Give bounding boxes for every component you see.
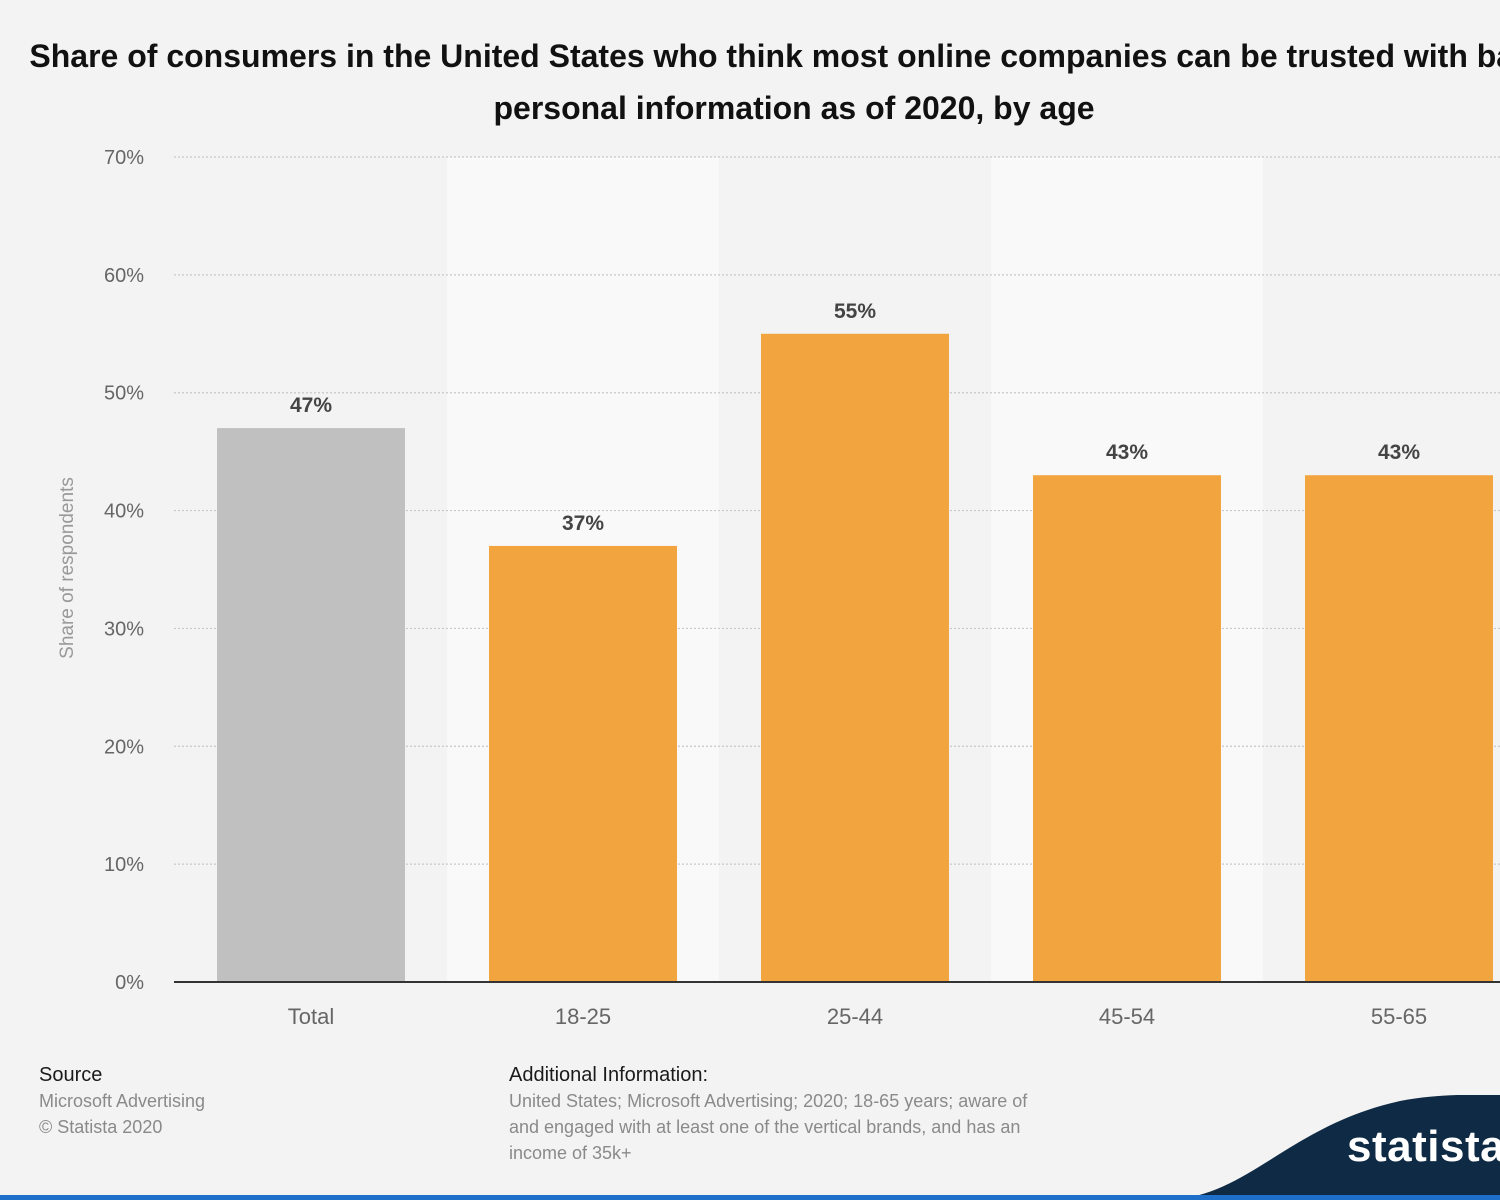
bar-Total <box>217 428 405 983</box>
additional-info-block: Additional Information: United States; M… <box>509 1062 1089 1166</box>
y-tick-label: 40% <box>104 501 144 523</box>
bar-45-54 <box>1033 475 1221 982</box>
x-tick-label: 45-54 <box>1099 1004 1155 1029</box>
chart-title: Share of consumers in the United States … <box>29 38 1500 126</box>
source-heading: Source <box>39 1064 103 1086</box>
x-tick-label: 25-44 <box>827 1004 883 1029</box>
source-line-2: © Statista 2020 <box>39 1117 163 1137</box>
y-tick-label: 10% <box>104 854 144 876</box>
bar-55-65 <box>1305 475 1493 982</box>
y-tick-label: 20% <box>104 736 144 758</box>
statista-logo-text[interactable]: statista <box>1347 1122 1500 1171</box>
y-tick-label: 0% <box>115 972 144 994</box>
y-axis-label: Share of respondents <box>57 477 78 659</box>
data-label: 43% <box>1378 441 1420 464</box>
data-label: 47% <box>290 394 332 417</box>
y-tick-label: 50% <box>104 383 144 405</box>
source-block: Source Microsoft Advertising © Statista … <box>39 1062 205 1140</box>
additional-info-line-1: United States; Microsoft Advertising; 20… <box>509 1091 1028 1111</box>
bar-18-25 <box>489 545 677 982</box>
bar-chart: 0% 10% 20% 30% 40% 50% 60% 70% 47% Total 37% 18-25 5… <box>104 147 1500 1029</box>
data-label: 55% <box>834 300 876 323</box>
y-tick-label: 70% <box>104 147 144 169</box>
additional-info-heading: Additional Information: <box>509 1064 709 1086</box>
data-label: 43% <box>1106 441 1148 464</box>
y-tick-label: 30% <box>104 618 144 640</box>
y-tick-label: 60% <box>104 265 144 287</box>
bottom-accent-line <box>0 1195 1500 1200</box>
x-tick-label: 55-65 <box>1371 1004 1427 1029</box>
additional-info-line-2: and engaged with at least one of the ver… <box>509 1117 1021 1137</box>
statista-logo-wave <box>1170 1095 1500 1200</box>
x-tick-label: 18-25 <box>555 1004 611 1029</box>
source-line-1: Microsoft Advertising <box>39 1091 206 1111</box>
x-tick-label: Total <box>288 1004 334 1029</box>
data-label: 37% <box>562 512 604 535</box>
additional-info-line-3: income of 35k+ <box>509 1143 632 1163</box>
bar-25-44 <box>761 333 949 982</box>
